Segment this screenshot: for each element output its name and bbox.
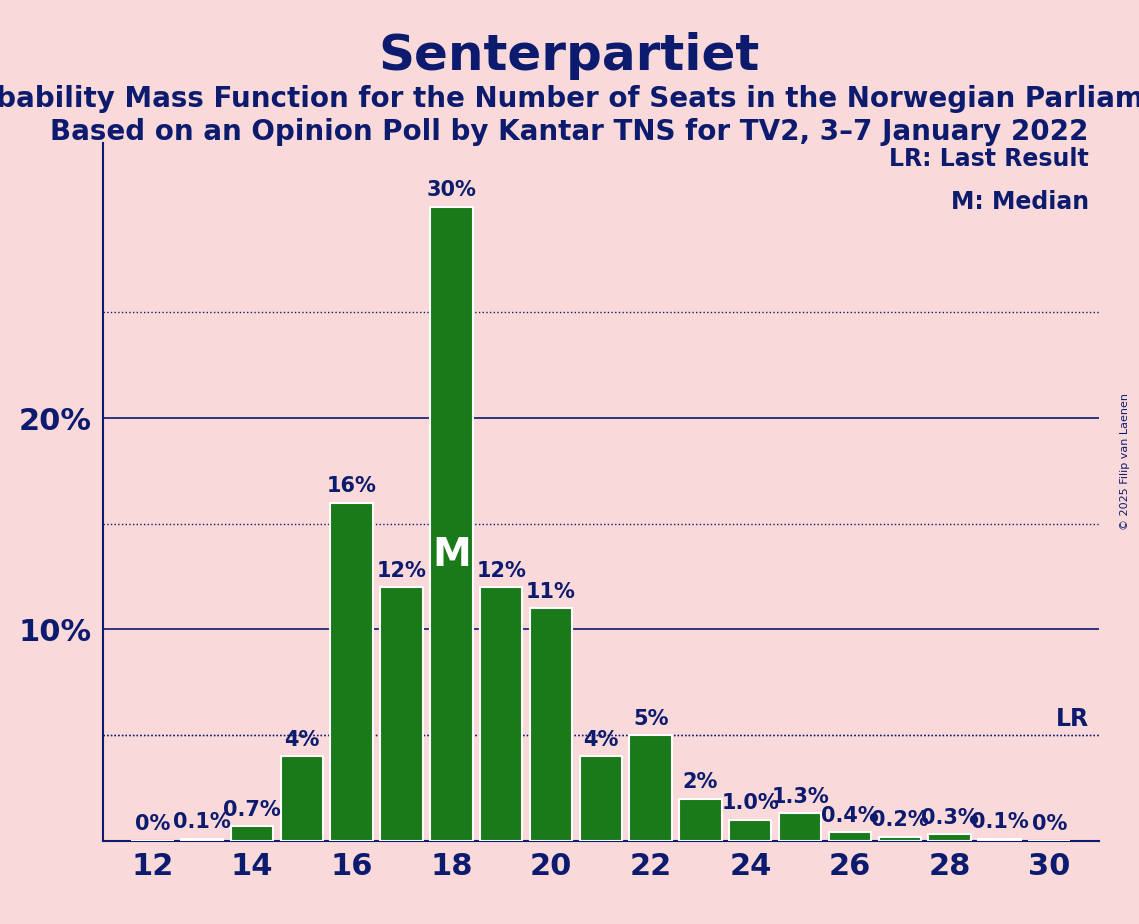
Text: 0.7%: 0.7% bbox=[223, 799, 281, 820]
Text: 2%: 2% bbox=[682, 772, 719, 792]
Text: Senterpartiet: Senterpartiet bbox=[379, 32, 760, 80]
Text: 0.4%: 0.4% bbox=[821, 806, 879, 826]
Bar bbox=[181, 839, 223, 841]
Text: LR: LR bbox=[1056, 707, 1089, 731]
Bar bbox=[978, 839, 1021, 841]
Bar bbox=[431, 207, 473, 841]
Bar bbox=[330, 503, 372, 841]
Text: 0.1%: 0.1% bbox=[970, 812, 1029, 833]
Text: 0.3%: 0.3% bbox=[920, 808, 978, 828]
Bar bbox=[580, 756, 622, 841]
Text: 1.3%: 1.3% bbox=[771, 787, 829, 807]
Text: © 2025 Filip van Laenen: © 2025 Filip van Laenen bbox=[1121, 394, 1130, 530]
Text: 16%: 16% bbox=[327, 476, 377, 496]
Text: Probability Mass Function for the Number of Seats in the Norwegian Parliament: Probability Mass Function for the Number… bbox=[0, 85, 1139, 113]
Text: 11%: 11% bbox=[526, 582, 576, 602]
Bar bbox=[679, 798, 722, 841]
Text: 0%: 0% bbox=[134, 814, 170, 834]
Bar bbox=[380, 587, 423, 841]
Bar bbox=[729, 820, 771, 841]
Bar bbox=[530, 608, 572, 841]
Bar bbox=[928, 834, 970, 841]
Text: 30%: 30% bbox=[426, 180, 476, 201]
Text: 12%: 12% bbox=[377, 561, 426, 581]
Text: 4%: 4% bbox=[583, 730, 618, 750]
Text: LR: Last Result: LR: Last Result bbox=[890, 148, 1089, 172]
Text: 5%: 5% bbox=[633, 709, 669, 729]
Text: 0.1%: 0.1% bbox=[173, 812, 231, 833]
Text: M: M bbox=[432, 537, 470, 575]
Bar bbox=[779, 813, 821, 841]
Bar bbox=[630, 736, 672, 841]
Text: 4%: 4% bbox=[284, 730, 320, 750]
Bar bbox=[878, 836, 921, 841]
Bar bbox=[280, 756, 323, 841]
Text: 1.0%: 1.0% bbox=[721, 794, 779, 813]
Text: 0.2%: 0.2% bbox=[871, 810, 928, 831]
Text: Based on an Opinion Poll by Kantar TNS for TV2, 3–7 January 2022: Based on an Opinion Poll by Kantar TNS f… bbox=[50, 118, 1089, 146]
Bar bbox=[829, 833, 871, 841]
Bar bbox=[480, 587, 523, 841]
Text: 12%: 12% bbox=[476, 561, 526, 581]
Text: M: Median: M: Median bbox=[951, 189, 1089, 213]
Text: 0%: 0% bbox=[1032, 814, 1067, 834]
Bar bbox=[231, 826, 273, 841]
